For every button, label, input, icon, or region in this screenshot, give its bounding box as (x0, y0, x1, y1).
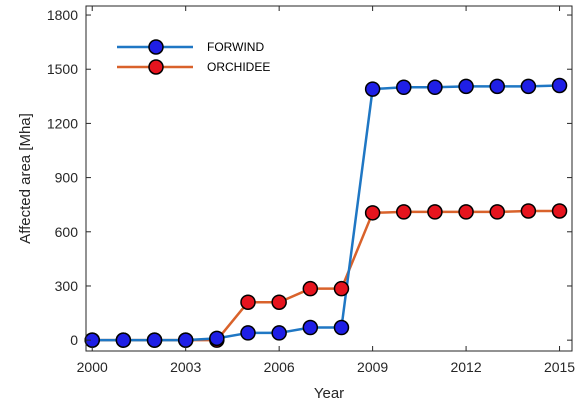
legend-label-forwind: FORWIND (207, 40, 264, 54)
data-point-orchidee (302, 280, 319, 297)
data-point-forwind (364, 81, 381, 97)
data-point-orchidee (551, 203, 568, 219)
data-point-forwind (551, 77, 568, 94)
y-tick-label: 1500 (47, 61, 78, 77)
x-tick-label: 2009 (357, 359, 388, 375)
data-point-orchidee (240, 294, 256, 310)
data-point-orchidee (333, 280, 350, 297)
y-tick-label: 1800 (47, 7, 78, 23)
plot-frame (85, 5, 573, 352)
series-line-forwind (92, 84, 560, 342)
y-tick-label: 0 (70, 332, 78, 348)
data-point-forwind (146, 332, 163, 348)
x-axis-title: Year (314, 385, 344, 402)
y-tick-label: 900 (55, 170, 79, 186)
data-point-orchidee (427, 204, 443, 220)
plot-area (86, 6, 572, 351)
data-point-orchidee (520, 203, 537, 219)
data-point-forwind (427, 79, 443, 96)
x-tick-label: 2003 (170, 359, 201, 375)
data-point-orchidee (364, 205, 381, 221)
x-tick-label: 2000 (77, 359, 108, 375)
legend-marker-orchidee (148, 59, 164, 75)
data-point-orchidee (458, 204, 474, 220)
x-tick-label: 2012 (450, 359, 481, 375)
data-point-forwind (520, 78, 537, 95)
ticks-layer: 2000 2003 2006 2009 2012 2015 0 300 600 900 1200 15… (47, 6, 575, 375)
data-point-orchidee (396, 204, 412, 220)
y-tick-label: 300 (55, 278, 79, 294)
data-point-forwind (209, 330, 225, 347)
data-point-forwind (333, 319, 350, 336)
data-point-orchidee (271, 294, 287, 310)
legend-label-orchidee: ORCHIDEE (207, 60, 270, 74)
data-point-forwind (115, 332, 132, 348)
legend: FORWIND ORCHIDEE (117, 39, 270, 75)
data-point-forwind (240, 325, 256, 341)
data-point-forwind (177, 332, 194, 348)
x-tick-label: 2006 (264, 359, 295, 375)
y-tick-label: 1200 (47, 115, 78, 131)
data-point-forwind (489, 78, 505, 95)
data-point-forwind (302, 319, 319, 336)
data-point-forwind (458, 78, 474, 95)
y-tick-label: 600 (55, 224, 79, 240)
y-axis-title: Affected area [Mha] (17, 113, 34, 244)
data-point-forwind (396, 79, 412, 96)
data-point-orchidee (489, 204, 505, 220)
series-layer (84, 77, 568, 348)
legend-marker-forwind (148, 39, 164, 55)
data-point-forwind (271, 325, 287, 341)
x-tick-label: 2015 (544, 359, 575, 375)
